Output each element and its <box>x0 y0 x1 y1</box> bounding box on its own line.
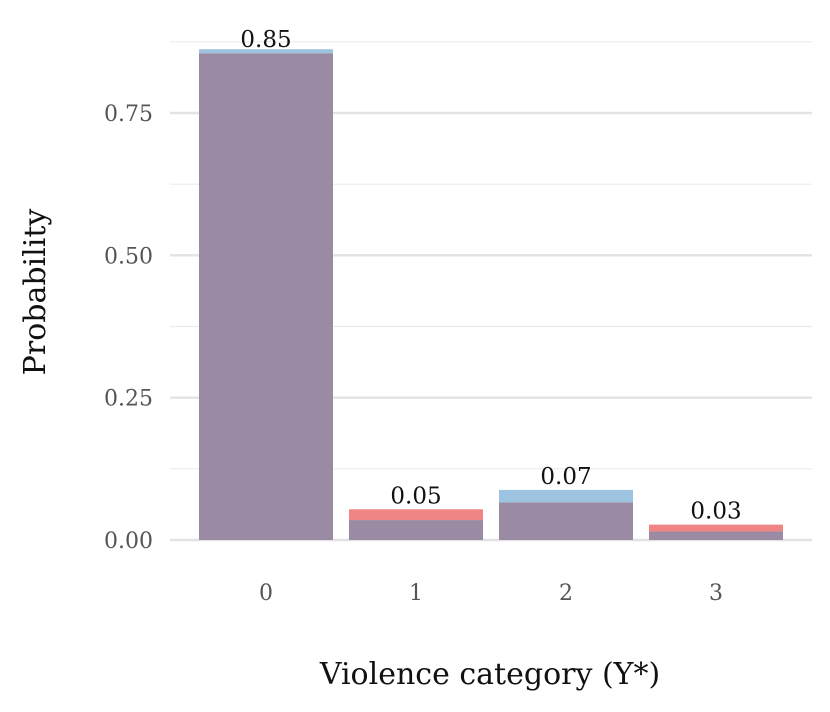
bar-overlap <box>499 502 633 540</box>
y-axis-title: Probability <box>18 209 53 376</box>
data-labels: 0.85 0.05 0.07 0.03 <box>240 27 741 524</box>
y-tick-label: 0.00 <box>104 529 153 554</box>
data-label: 0.07 <box>540 464 591 490</box>
x-axis-title: Violence category (Y*) <box>319 657 660 692</box>
y-tick-label: 0.75 <box>104 102 153 127</box>
x-axis-ticks: 0 1 2 3 <box>259 581 723 606</box>
bar-overlap <box>649 531 783 540</box>
y-tick-label: 0.50 <box>104 244 153 269</box>
data-label: 0.85 <box>240 27 291 53</box>
y-axis-ticks: 0.00 0.25 0.50 0.75 <box>104 102 153 554</box>
bars <box>199 49 783 540</box>
bar-top <box>199 49 333 54</box>
x-tick-label: 3 <box>709 581 723 606</box>
x-tick-label: 0 <box>259 581 273 606</box>
x-tick-label: 2 <box>559 581 573 606</box>
bar-top <box>499 489 633 503</box>
data-label: 0.03 <box>690 499 741 525</box>
x-tick-label: 1 <box>409 581 423 606</box>
bar-top <box>349 509 483 521</box>
bar-overlap <box>199 53 333 540</box>
data-label: 0.05 <box>390 483 441 509</box>
bar-overlap <box>349 520 483 540</box>
bar-top <box>649 524 783 532</box>
y-tick-label: 0.25 <box>104 387 153 412</box>
